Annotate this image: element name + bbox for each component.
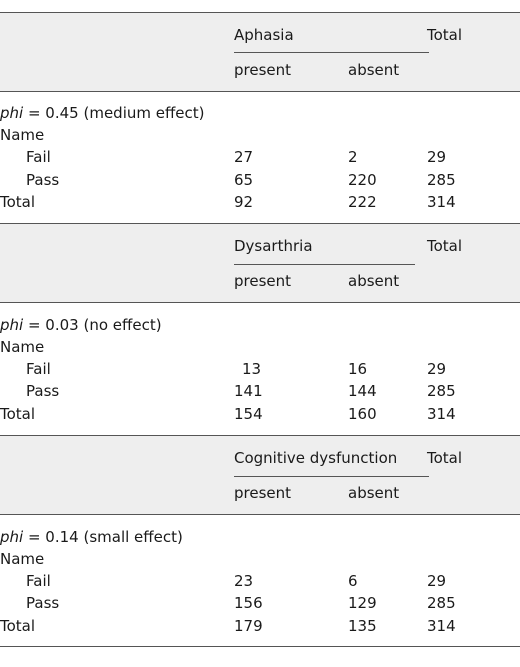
cell-fail-total: 29 (427, 360, 447, 378)
row-label-fail: Fail (26, 572, 51, 590)
cell-fail-absent: 16 (348, 360, 368, 378)
cell-pass-total: 285 (427, 382, 456, 400)
absent-column-header: absent (348, 484, 400, 502)
phi-statistic: phi = 0.14 (small effect) (0, 528, 183, 546)
phi-statistic: phi = 0.45 (medium effect) (0, 104, 205, 122)
section-header-cognitive-dysfunction (0, 435, 520, 515)
row-label-total: Total (0, 193, 36, 211)
group-label: Cognitive dysfunction (234, 449, 398, 467)
cell-total-present: 179 (234, 617, 263, 635)
cell-total-total: 314 (427, 617, 456, 635)
cell-fail-absent: 6 (348, 572, 358, 590)
cell-total-total: 314 (427, 405, 456, 423)
absent-column-header: absent (348, 61, 400, 79)
group-label: Aphasia (234, 26, 294, 44)
present-column-header: present (234, 484, 292, 502)
name-label: Name (0, 550, 45, 568)
absent-column-header: absent (348, 272, 400, 290)
present-column-header: present (234, 272, 292, 290)
table-bottom-rule (0, 646, 520, 647)
total-column-header: Total (427, 449, 463, 467)
cell-total-absent: 135 (348, 617, 377, 635)
present-column-header: present (234, 61, 292, 79)
group-underline (234, 476, 429, 477)
cell-fail-present: 13 (242, 360, 262, 378)
cell-total-absent: 222 (348, 193, 377, 211)
cell-fail-present: 23 (234, 572, 254, 590)
cell-pass-absent: 144 (348, 382, 377, 400)
section-header-dysarthria (0, 223, 520, 303)
cell-pass-total: 285 (427, 171, 456, 189)
total-column-header: Total (427, 26, 463, 44)
row-label-total: Total (0, 617, 36, 635)
phi-statistic: phi = 0.03 (no effect) (0, 316, 162, 334)
row-label-fail: Fail (26, 360, 51, 378)
group-label: Dysarthria (234, 237, 313, 255)
cell-fail-present: 27 (234, 148, 254, 166)
cell-fail-total: 29 (427, 572, 447, 590)
name-label: Name (0, 126, 45, 144)
name-label: Name (0, 338, 45, 356)
row-label-pass: Pass (26, 171, 60, 189)
cell-total-present: 154 (234, 405, 263, 423)
cell-total-present: 92 (234, 193, 254, 211)
row-label-pass: Pass (26, 594, 60, 612)
row-label-total: Total (0, 405, 36, 423)
cell-total-absent: 160 (348, 405, 377, 423)
cell-total-total: 314 (427, 193, 456, 211)
cell-pass-present: 65 (234, 171, 254, 189)
cell-pass-absent: 129 (348, 594, 377, 612)
cell-fail-absent: 2 (348, 148, 358, 166)
cell-pass-total: 285 (427, 594, 456, 612)
group-underline (234, 264, 415, 265)
group-underline (234, 52, 429, 53)
row-label-fail: Fail (26, 148, 51, 166)
total-column-header: Total (427, 237, 463, 255)
cell-pass-present: 156 (234, 594, 263, 612)
cell-pass-present: 141 (234, 382, 263, 400)
cell-pass-absent: 220 (348, 171, 377, 189)
cell-fail-total: 29 (427, 148, 447, 166)
row-label-pass: Pass (26, 382, 60, 400)
